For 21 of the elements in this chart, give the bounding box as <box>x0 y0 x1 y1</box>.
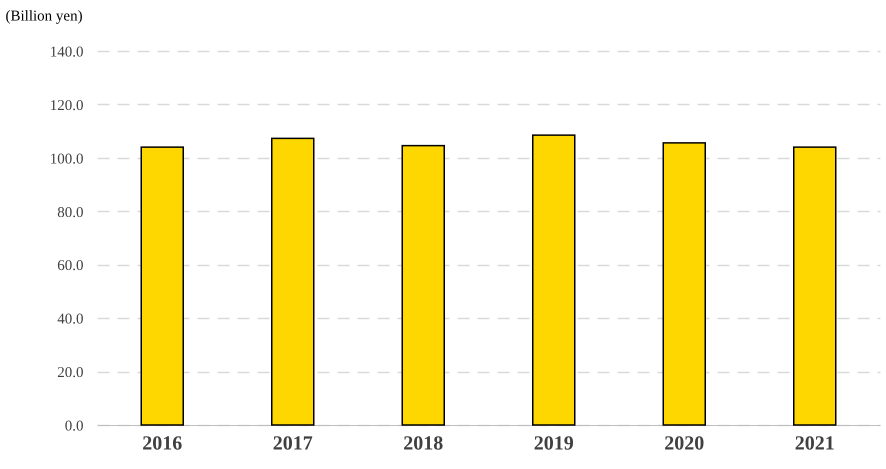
bar <box>271 138 314 426</box>
x-tick-label: 2019 <box>534 432 574 454</box>
y-axis-title: (Billion yen) <box>6 8 83 24</box>
bar <box>662 142 706 426</box>
x-tick-label: 2021 <box>794 432 835 454</box>
x-tick-label: 2017 <box>272 432 313 454</box>
bar <box>402 144 445 426</box>
x-tick-label: 2018 <box>403 432 444 454</box>
bar <box>793 146 836 426</box>
y-tick-label: 20.0 <box>57 365 84 382</box>
y-tick-label: 140.0 <box>50 44 84 60</box>
x-tick-label: 2020 <box>664 432 704 454</box>
y-tick-label: 120.0 <box>50 98 84 114</box>
y-tick-label: 60.0 <box>57 258 84 274</box>
y-tick-label: 80.0 <box>57 204 84 221</box>
x-tick-label: 2016 <box>142 432 182 454</box>
y-tick-label: 0.0 <box>64 418 84 434</box>
y-tick-label: 40.0 <box>57 312 84 328</box>
y-tick-label: 100.0 <box>50 151 84 168</box>
bar <box>532 134 576 426</box>
bar <box>140 146 184 426</box>
